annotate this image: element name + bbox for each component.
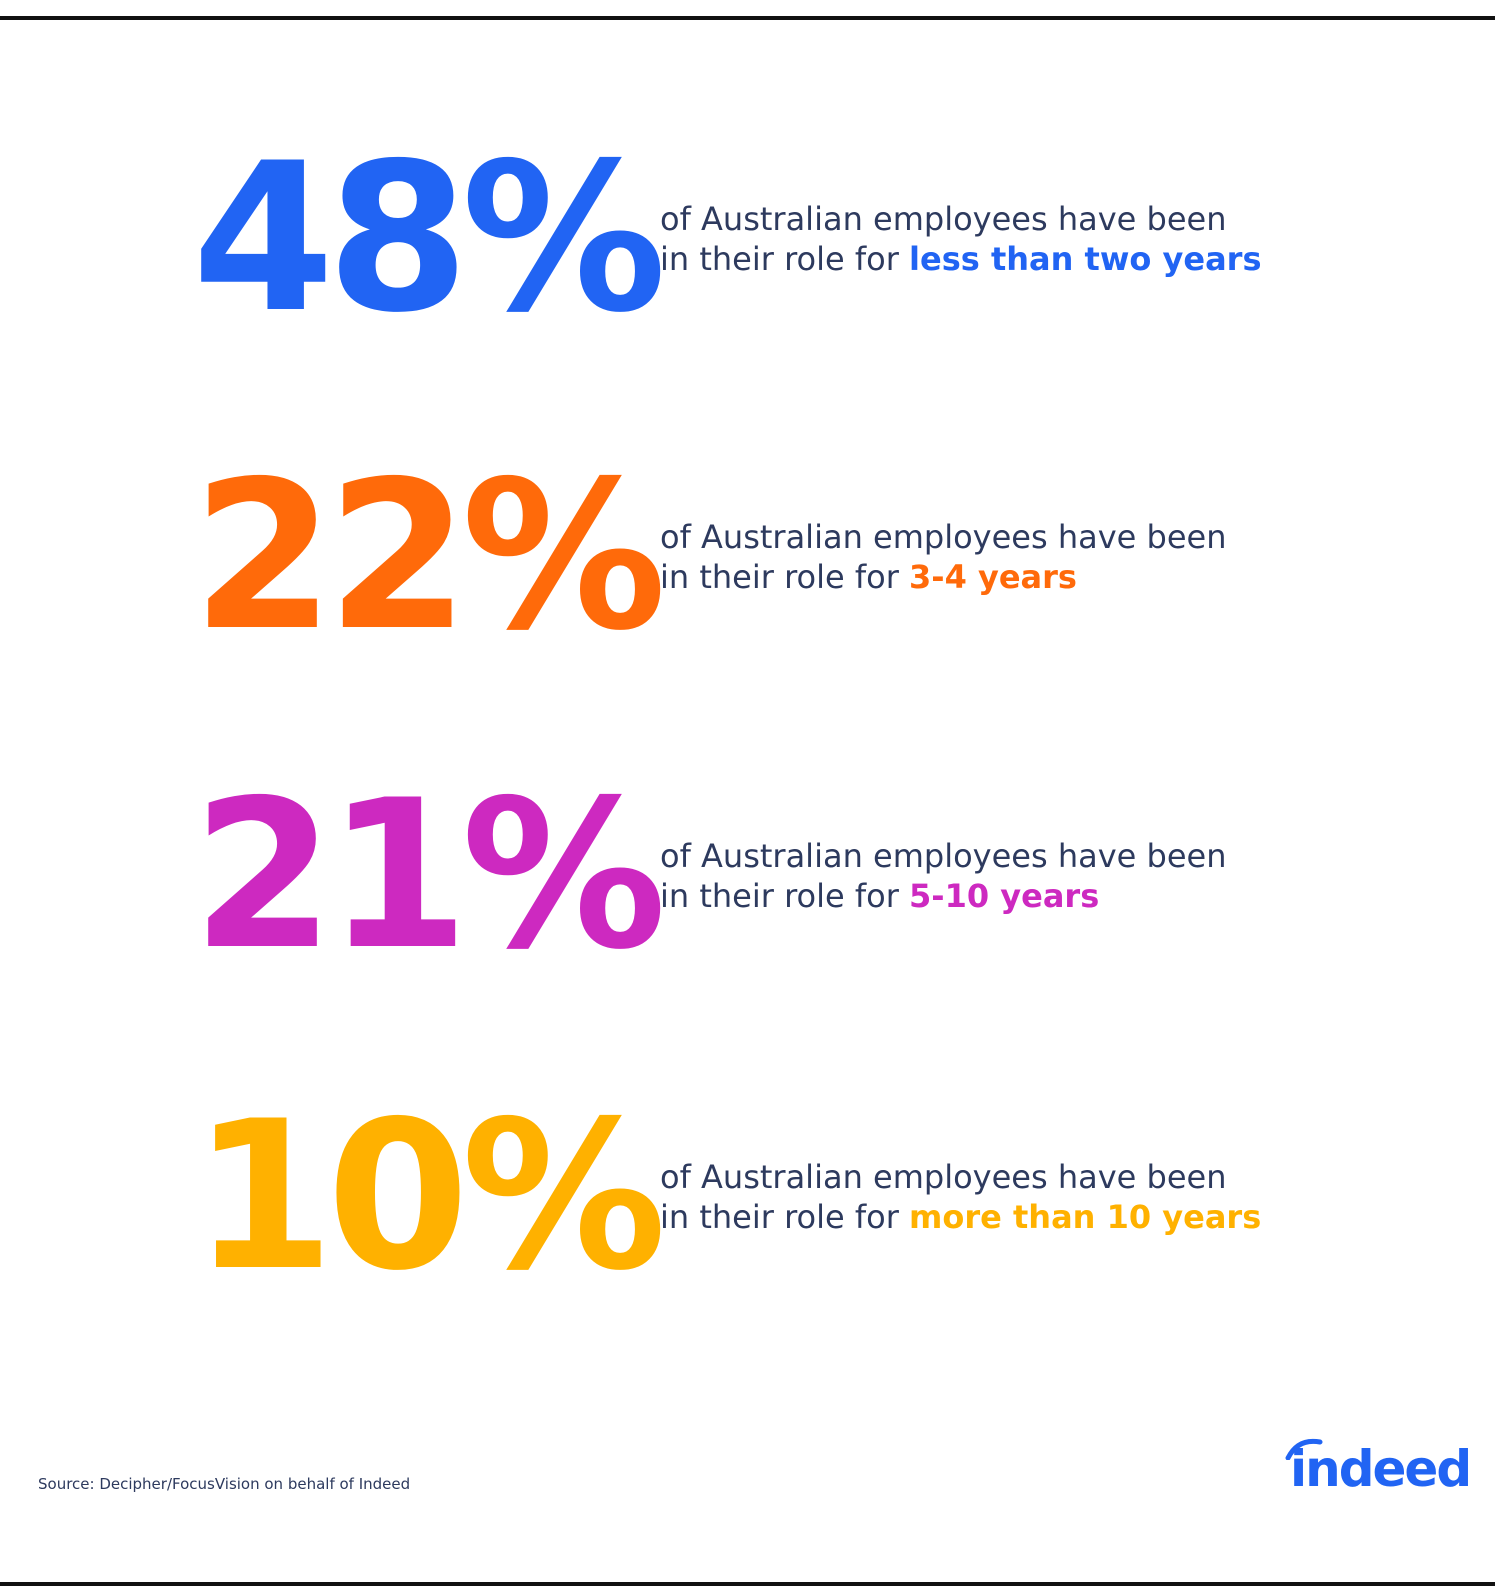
description-line: in their role for more than 10 years bbox=[660, 1197, 1261, 1237]
description-text: in their role for bbox=[660, 877, 899, 915]
stat-description: of Australian employees have been in thei… bbox=[660, 199, 1262, 279]
stat-row: 21% of Australian employees have been in t… bbox=[0, 757, 1495, 995]
stat-row: 22% of Australian employees have been in t… bbox=[0, 438, 1495, 676]
highlight: 5-10 years bbox=[909, 877, 1100, 915]
highlight: 3-4 years bbox=[909, 558, 1077, 596]
source-note: Source: Decipher/FocusVision on behalf o… bbox=[38, 1475, 411, 1493]
description-line: of Australian employees have been bbox=[660, 1158, 1227, 1196]
highlight: more than 10 years bbox=[909, 1198, 1262, 1236]
description-line: of Australian employees have been bbox=[660, 837, 1227, 875]
description-line: in their role for 3-4 years bbox=[660, 557, 1226, 597]
logo: indeed bbox=[1290, 1440, 1472, 1498]
highlight: less than two years bbox=[909, 240, 1262, 278]
description-line: in their role for less than two years bbox=[660, 239, 1262, 279]
stat-figure: 10% bbox=[192, 1078, 667, 1316]
description-text: in their role for bbox=[660, 240, 899, 278]
stat-description: of Australian employees have been in thei… bbox=[660, 836, 1226, 916]
description-line: in their role for 5-10 years bbox=[660, 876, 1226, 916]
stat-description: of Australian employees have been in thei… bbox=[660, 1157, 1261, 1237]
top-rule bbox=[0, 16, 1495, 20]
description-line: of Australian employees have been bbox=[660, 200, 1227, 238]
description-text: in their role for bbox=[660, 558, 899, 596]
stat-figure: 48% bbox=[192, 120, 667, 358]
stat-figure: 22% bbox=[192, 438, 667, 676]
description-text: in their role for bbox=[660, 1198, 899, 1236]
bottom-rule bbox=[0, 1582, 1495, 1586]
stat-row: 10% of Australian employees have been in t… bbox=[0, 1078, 1495, 1316]
stat-description: of Australian employees have been in thei… bbox=[660, 517, 1226, 597]
stat-row: 48% of Australian employees have been in t… bbox=[0, 120, 1495, 358]
description-line: of Australian employees have been bbox=[660, 518, 1227, 556]
logo-arc bbox=[1285, 1438, 1323, 1460]
stat-figure: 21% bbox=[192, 757, 667, 995]
